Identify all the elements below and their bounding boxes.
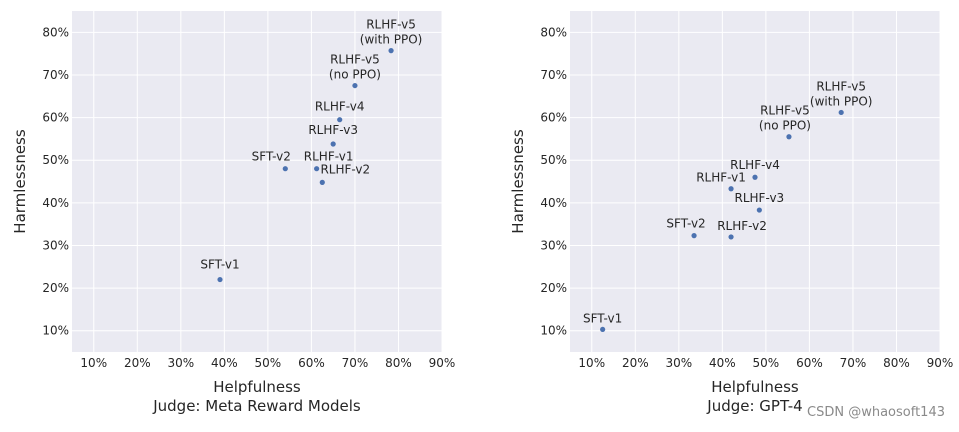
data-point — [320, 180, 325, 185]
x-tick-label: 20% — [124, 356, 151, 370]
y-tick-label: 80% — [42, 25, 69, 39]
data-point — [388, 48, 393, 53]
data-point — [728, 186, 733, 191]
point-label: RLHF-v5 (no PPO) — [329, 53, 381, 82]
x-axis-label: Helpfulness — [213, 378, 301, 396]
data-point — [314, 166, 319, 171]
point-label: RLHF-v3 — [735, 191, 785, 205]
x-tick-label: 30% — [167, 356, 194, 370]
y-tick-label: 40% — [42, 196, 69, 210]
point-label: SFT-v2 — [252, 150, 291, 164]
point-label: SFT-v1 — [200, 258, 239, 272]
chart-subtitle: Judge: GPT-4 — [706, 397, 802, 415]
y-tick-label: 70% — [42, 68, 69, 82]
point-label: RLHF-v2 — [717, 219, 767, 233]
x-tick-label: 70% — [342, 356, 369, 370]
point-label: RLHF-v5 (with PPO) — [810, 79, 873, 108]
chart-subtitle: Judge: Meta Reward Models — [152, 397, 361, 415]
data-point — [600, 327, 605, 332]
x-axis-label: Helpfulness — [711, 378, 799, 396]
data-point — [786, 134, 791, 139]
x-tick-label: 60% — [796, 356, 823, 370]
x-tick-label: 80% — [883, 356, 910, 370]
point-label: RLHF-v4 — [730, 158, 780, 172]
point-label: RLHF-v4 — [315, 100, 365, 114]
data-point — [283, 166, 288, 171]
y-tick-label: 20% — [540, 281, 567, 295]
x-tick-label: 20% — [622, 356, 649, 370]
x-tick-label: 70% — [840, 356, 867, 370]
watermark-text: CSDN @whaosoft143 — [807, 405, 945, 420]
y-tick-label: 60% — [42, 111, 69, 125]
y-axis-label: Harmlessness — [11, 129, 29, 234]
x-tick-label: 40% — [709, 356, 736, 370]
y-tick-label: 30% — [42, 238, 69, 252]
chart-1: 10% 20% 30% 40% 50% 60% 70% 80% 90% 10% 20% 30% 40% 5… — [11, 11, 455, 415]
x-tick-label: 10% — [578, 356, 605, 370]
y-axis-label: Harmlessness — [509, 129, 527, 234]
plot-area — [72, 11, 442, 352]
point-label: RLHF-v5 (with PPO) — [360, 18, 423, 47]
point-label: RLHF-v5 (no PPO) — [759, 104, 811, 133]
data-point — [839, 110, 844, 115]
x-tick-label: 50% — [753, 356, 780, 370]
point-label: SFT-v2 — [666, 217, 705, 231]
y-tick-label: 40% — [540, 196, 567, 210]
x-tick-label: 40% — [211, 356, 238, 370]
x-tick-label: 60% — [298, 356, 325, 370]
y-tick-label: 30% — [540, 238, 567, 252]
chart-2: 10% 20% 30% 40% 50% 60% 70% 80% 90% 10% 20% 30% 40% 5… — [509, 11, 953, 415]
x-tick-label: 30% — [665, 356, 692, 370]
point-label: RLHF-v3 — [308, 123, 358, 137]
y-tick-label: 80% — [540, 25, 567, 39]
data-point — [728, 234, 733, 239]
y-tick-label: 70% — [540, 68, 567, 82]
point-label: SFT-v1 — [583, 311, 622, 325]
point-label: RLHF-v2 — [320, 162, 370, 176]
y-tick-label: 20% — [42, 281, 69, 295]
y-tick-label: 10% — [42, 324, 69, 338]
y-tick-label: 50% — [540, 153, 567, 167]
data-point — [757, 207, 762, 212]
x-tick-label: 90% — [927, 356, 954, 370]
data-point — [752, 175, 757, 180]
data-point — [352, 83, 357, 88]
x-tick-label: 90% — [429, 356, 456, 370]
data-point — [691, 233, 696, 238]
data-point — [217, 277, 222, 282]
data-point — [337, 117, 342, 122]
x-tick-label: 80% — [385, 356, 412, 370]
x-tick-label: 50% — [255, 356, 282, 370]
data-point — [331, 141, 336, 146]
y-tick-label: 10% — [540, 324, 567, 338]
point-label: RLHF-v1 — [696, 171, 746, 185]
y-tick-label: 60% — [540, 111, 567, 125]
y-tick-label: 50% — [42, 153, 69, 167]
x-tick-label: 10% — [80, 356, 107, 370]
plot-area — [570, 11, 940, 352]
